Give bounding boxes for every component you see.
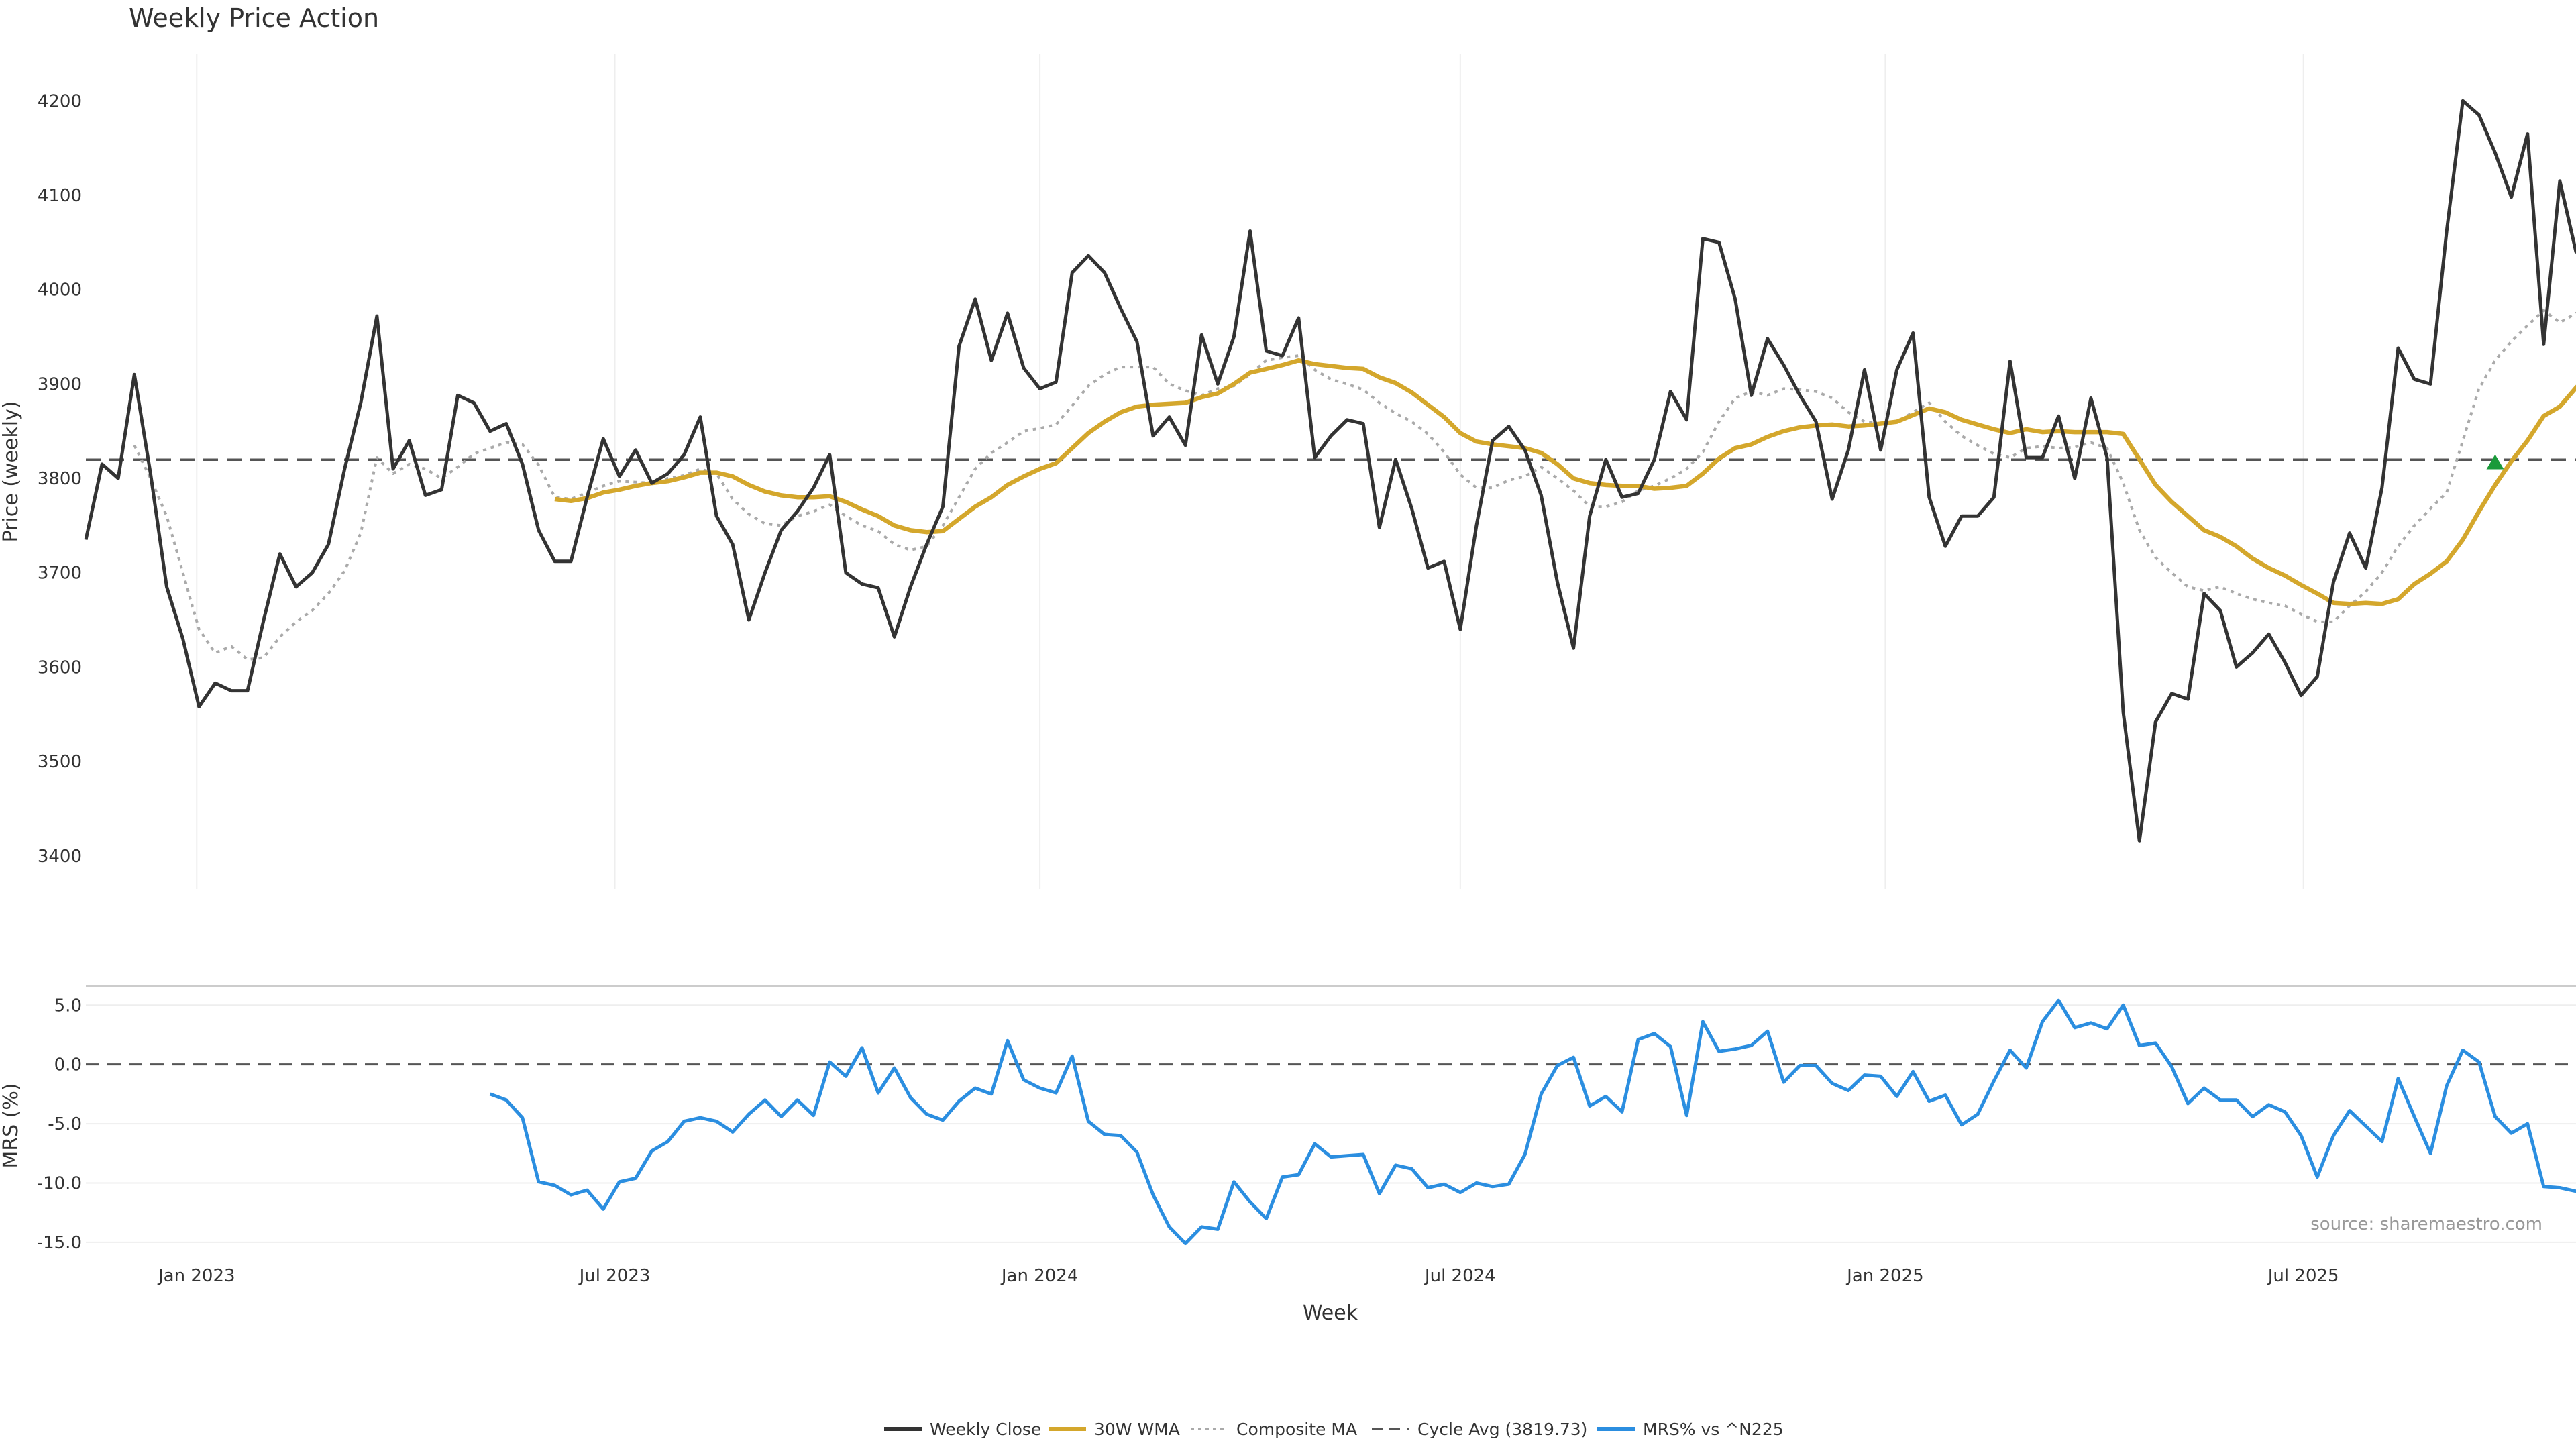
- legend-label-2: Composite MA: [1236, 1419, 1357, 1439]
- x-tick-1: Jul 2023: [578, 1266, 651, 1286]
- x-tick-2: Jan 2024: [1000, 1266, 1079, 1286]
- price-y-tick-3500: 3500: [38, 752, 82, 772]
- signal-marker-0: [2486, 454, 2504, 470]
- x-tick-3: Jul 2024: [1424, 1266, 1496, 1286]
- price-y-axis-label: Price (weekly): [0, 400, 23, 542]
- legend-label-1: 30W WMA: [1094, 1419, 1180, 1439]
- mrs-y-tick-0: 5.0: [54, 996, 82, 1016]
- x-tick-4: Jan 2025: [1845, 1266, 1924, 1286]
- mrs-y-ticks: 5.0 0.0 -5.0 -10.0 -15.0: [37, 996, 82, 1253]
- legend: Weekly Close 30W WMA Composite MA Cycle Avg…: [884, 1419, 1784, 1439]
- legend-item-2: Composite MA: [1191, 1419, 1357, 1439]
- mrs-y-tick-1: 0.0: [54, 1055, 82, 1075]
- price-y-tick-4000: 4000: [38, 280, 82, 301]
- legend-item-1: 30W WMA: [1049, 1419, 1180, 1439]
- legend-item-4: MRS% vs ^N225: [1597, 1419, 1784, 1439]
- weekly-close-line: [84, 99, 2576, 843]
- legend-label-3: Cycle Avg (3819.73): [1417, 1419, 1587, 1439]
- chart-title: Weekly Price Action: [129, 3, 379, 33]
- mrs-y-tick-4: -15.0: [37, 1233, 82, 1253]
- legend-label-4: MRS% vs ^N225: [1643, 1419, 1784, 1439]
- mrs-y-tick-3: -10.0: [37, 1173, 82, 1193]
- x-tick-5: Jul 2025: [2267, 1266, 2339, 1286]
- price-y-tick-3900: 3900: [38, 374, 82, 394]
- legend-label-0: Weekly Close: [930, 1419, 1041, 1439]
- mrs-series-layer: [86, 998, 2576, 1246]
- x-ticks: Jan 2023 Jul 2023 Jan 2024 Jul 2024 Jan 2025…: [157, 1266, 2339, 1286]
- mrs-y-axis-label: MRS (%): [0, 1083, 23, 1168]
- mrs-y-tick-2: -5.0: [48, 1114, 82, 1134]
- wma-30w-line: [554, 358, 2576, 606]
- source-attribution: source: sharemaestro.com: [2310, 1214, 2542, 1234]
- x-tick-0: Jan 2023: [157, 1266, 235, 1286]
- composite-ma-line: [133, 309, 2576, 661]
- price-y-tick-3700: 3700: [38, 564, 82, 584]
- legend-item-3: Cycle Avg (3819.73): [1372, 1419, 1587, 1439]
- price-y-tick-3400: 3400: [38, 847, 82, 867]
- price-y-tick-3600: 3600: [38, 657, 82, 678]
- price-y-tick-3800: 3800: [38, 469, 82, 489]
- legend-item-0: Weekly Close: [884, 1419, 1041, 1439]
- mrs-line-0: [489, 998, 2576, 1246]
- price-grid: [196, 54, 2304, 889]
- mrs-grid: [86, 1004, 2576, 1243]
- price-series-layer: [84, 99, 2576, 843]
- price-y-tick-4200: 4200: [38, 91, 82, 111]
- price-y-ticks: 3400 3500 3600 3700 3800 3900 4000 4100 4200: [38, 91, 82, 866]
- price-y-tick-4100: 4100: [38, 186, 82, 206]
- x-axis-label: Week: [1303, 1301, 1358, 1325]
